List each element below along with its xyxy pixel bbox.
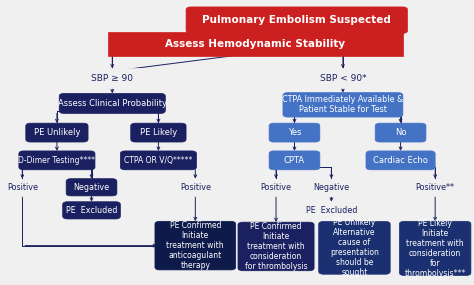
Text: Positive**: Positive**: [416, 183, 455, 192]
Text: PE Confirmed
Initiate
treatment with
consideration
for thrombolysis: PE Confirmed Initiate treatment with con…: [245, 222, 307, 271]
Text: CTPA Immediately Available &
Patient Stable for Test: CTPA Immediately Available & Patient Sta…: [283, 95, 403, 114]
Text: No: No: [395, 128, 406, 137]
FancyBboxPatch shape: [19, 151, 95, 170]
Text: PE Unlikely
Alternative
cause of
presentation
should be
sought: PE Unlikely Alternative cause of present…: [330, 218, 379, 278]
FancyBboxPatch shape: [319, 221, 390, 274]
FancyBboxPatch shape: [26, 123, 88, 142]
Text: PE Unlikely: PE Unlikely: [34, 128, 80, 137]
FancyBboxPatch shape: [66, 179, 117, 196]
FancyBboxPatch shape: [366, 151, 435, 170]
Text: Assess Clinical Probability: Assess Clinical Probability: [58, 99, 167, 108]
FancyBboxPatch shape: [186, 7, 408, 33]
Text: CPTA: CPTA: [284, 156, 305, 165]
FancyBboxPatch shape: [120, 151, 196, 170]
FancyBboxPatch shape: [155, 221, 236, 270]
Text: Assess Hemodynamic Stability: Assess Hemodynamic Stability: [165, 39, 346, 49]
FancyBboxPatch shape: [238, 222, 314, 271]
FancyBboxPatch shape: [269, 151, 320, 170]
FancyBboxPatch shape: [131, 123, 186, 142]
Text: Pulmonary Embolism Suspected: Pulmonary Embolism Suspected: [202, 15, 391, 25]
Text: Yes: Yes: [288, 128, 301, 137]
Text: D-Dimer Testing****: D-Dimer Testing****: [18, 156, 95, 165]
Text: Positive: Positive: [261, 183, 292, 192]
Text: SBP < 90*: SBP < 90*: [319, 74, 366, 83]
Text: CTPA OR V/Q*****: CTPA OR V/Q*****: [124, 156, 192, 165]
FancyBboxPatch shape: [302, 202, 360, 219]
Text: PE Likely
Initiate
treatment with
consideration
for
thrombolysis***: PE Likely Initiate treatment with consid…: [404, 219, 466, 278]
Text: PE  Excluded: PE Excluded: [306, 206, 357, 215]
FancyBboxPatch shape: [171, 179, 219, 196]
Text: PE  Excluded: PE Excluded: [66, 206, 117, 215]
FancyBboxPatch shape: [306, 179, 357, 196]
FancyBboxPatch shape: [252, 179, 300, 196]
Text: Negative: Negative: [313, 183, 349, 192]
FancyBboxPatch shape: [375, 123, 426, 142]
FancyBboxPatch shape: [108, 32, 403, 56]
Text: SBP ≥ 90: SBP ≥ 90: [91, 74, 133, 83]
Text: Negative: Negative: [73, 183, 109, 192]
Text: PE Likely: PE Likely: [140, 128, 177, 137]
FancyBboxPatch shape: [410, 179, 461, 196]
FancyBboxPatch shape: [63, 202, 120, 219]
Text: Positive: Positive: [7, 183, 38, 192]
FancyBboxPatch shape: [0, 179, 46, 196]
Text: PE Confirmed
Initiate
treatment with
anticoagulant
therapy: PE Confirmed Initiate treatment with ant…: [166, 221, 224, 270]
FancyBboxPatch shape: [310, 68, 375, 88]
FancyBboxPatch shape: [59, 93, 165, 113]
FancyBboxPatch shape: [283, 93, 403, 117]
FancyBboxPatch shape: [269, 123, 320, 142]
Text: Positive: Positive: [180, 183, 211, 192]
FancyBboxPatch shape: [400, 221, 471, 276]
FancyBboxPatch shape: [80, 68, 145, 88]
Text: Cardiac Echo: Cardiac Echo: [373, 156, 428, 165]
